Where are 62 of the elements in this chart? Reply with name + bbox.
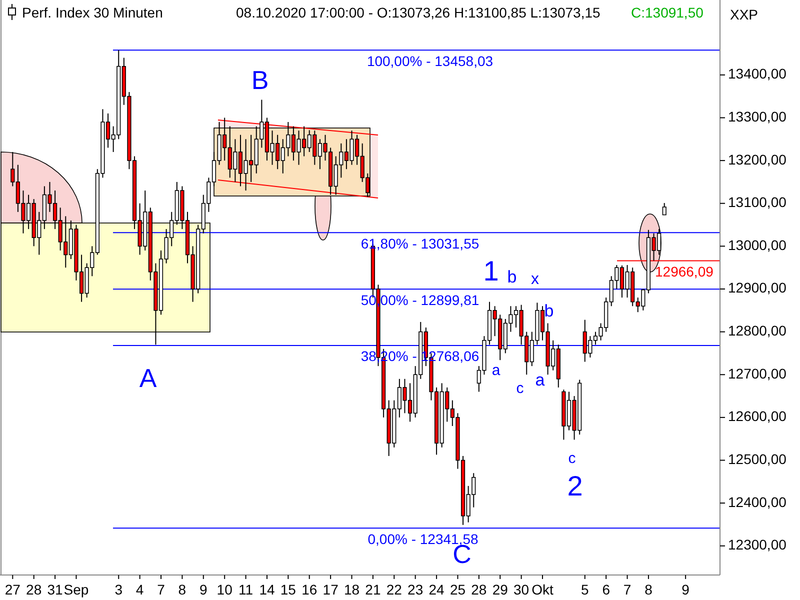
x-tick-label: 21 (365, 582, 381, 598)
x-tick-label: 31 (47, 582, 64, 598)
annotation: a (535, 370, 546, 390)
x-tick-label: 4 (136, 582, 144, 598)
x-tick-label: 23 (408, 582, 424, 598)
annotation: 61,80% - 13031,55 (360, 235, 480, 252)
annotation: 0,00% - 12341,58 (368, 530, 478, 547)
x-tick-label: 24 (428, 582, 445, 598)
x-tick-label: 18 (344, 582, 360, 598)
x-tick-label: 6 (602, 582, 610, 598)
x-tick-label: 28 (471, 582, 487, 598)
x-tick-label: 10 (216, 582, 233, 598)
x-tick-label: 15 (280, 582, 296, 598)
y-tick-label: 12400,00 (728, 494, 787, 510)
x-tick-label: 7 (157, 582, 166, 598)
y-tick-label: 12500,00 (728, 450, 787, 467)
annotation: 2 (567, 470, 583, 502)
y-tick-label: 13100,00 (728, 194, 787, 210)
y-tick-label: 12800,00 (728, 322, 787, 339)
x-tick-label: 5 (580, 582, 589, 598)
annotation: c (516, 380, 524, 397)
ref-line-label: 12966,09 (655, 263, 714, 280)
annotation: c (568, 450, 576, 467)
x-tick-label: 30 (514, 582, 530, 598)
x-tick-label: 14 (259, 582, 275, 598)
x-tick-label: 9 (682, 582, 690, 598)
annotation: A (139, 362, 158, 393)
y-tick-label: 13400,00 (728, 66, 787, 82)
y-tick-label: 12300,00 (728, 536, 787, 553)
x-tick-label: Okt (532, 582, 554, 598)
x-tick-label: 29 (492, 582, 508, 598)
x-tick-label: 17 (322, 582, 339, 598)
chart-title: Perf. Index 30 Minuten (22, 4, 163, 21)
y-tick-label: 12600,00 (728, 408, 787, 424)
x-tick-label: 28 (26, 582, 42, 598)
x-tick-label: 9 (199, 582, 208, 598)
y-tick-label: 13000,00 (728, 236, 787, 253)
x-tick-label: 7 (623, 582, 632, 598)
annotation: 1 (483, 255, 499, 286)
annotation: 100,00% - 13458,03 (366, 52, 494, 69)
x-tick-label: 25 (450, 582, 466, 598)
y-tick-label: 13300,00 (728, 108, 787, 124)
x-tick-label: 16 (302, 582, 318, 598)
x-tick-label: 11 (238, 582, 254, 598)
chart-subtitle: 08.10.2020 17:00:00 - O:13073,26 H:13100,85 L:13073,15 (236, 4, 601, 21)
x-tick-label: 27 (4, 582, 21, 598)
annotation: b (507, 267, 517, 286)
text: XXP (730, 6, 758, 23)
x-tick-label: 8 (178, 582, 186, 598)
annotation: x (531, 271, 539, 288)
candlestick (662, 202, 666, 216)
x-tick-label: 8 (644, 582, 653, 598)
annotation: a (492, 362, 501, 379)
annotation: C:13091,50 (631, 4, 704, 21)
annotation: b (544, 301, 554, 320)
y-tick-label: 12900,00 (728, 280, 787, 296)
y-tick-label: 12700,00 (728, 365, 787, 382)
x-tick-label: Sep (64, 582, 89, 598)
annotation: B (251, 64, 269, 95)
x-tick-label: 22 (386, 582, 402, 598)
x-tick-label: 3 (114, 582, 123, 598)
y-tick-label: 13200,00 (728, 151, 787, 168)
